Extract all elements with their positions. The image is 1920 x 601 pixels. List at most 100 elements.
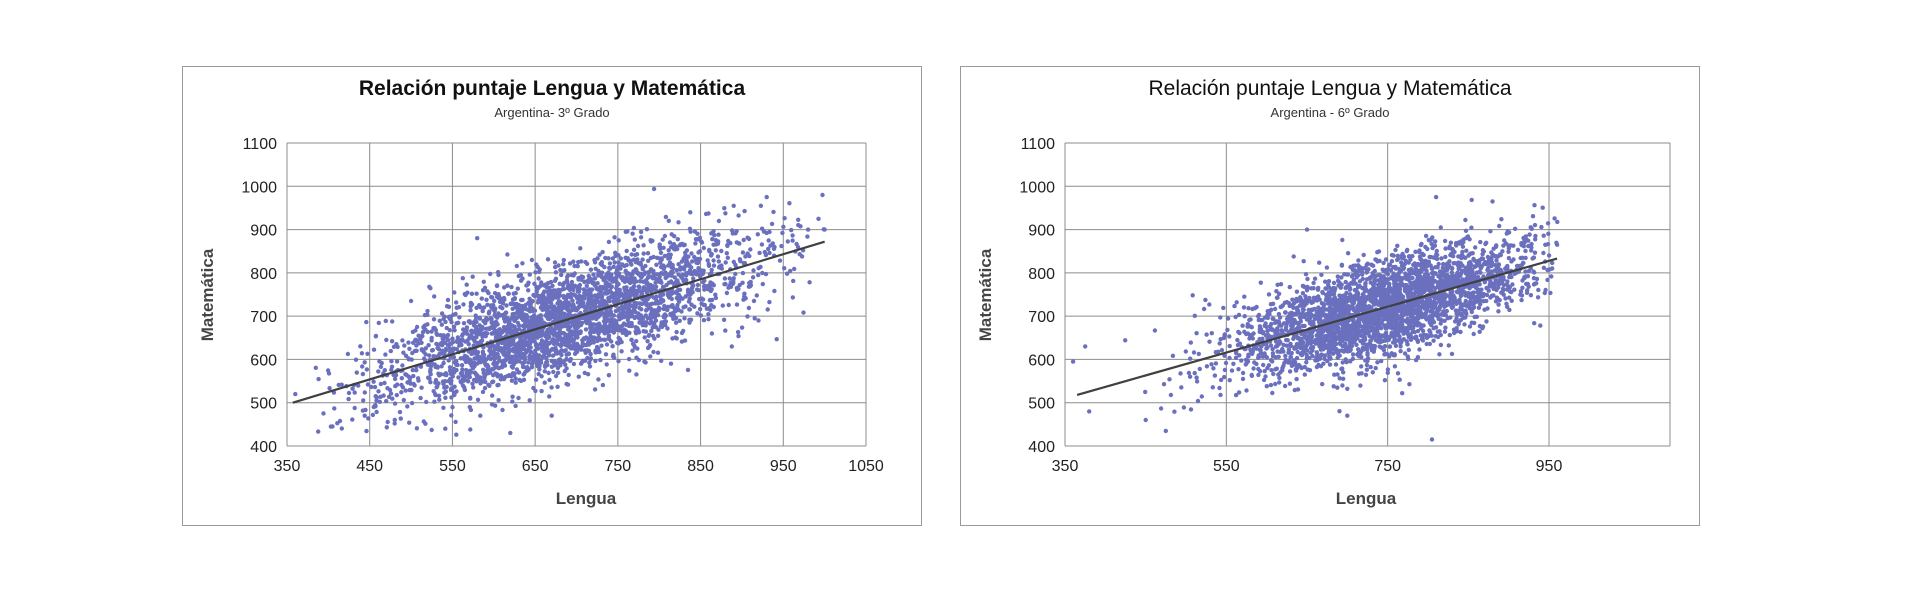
data-point (1295, 349, 1300, 355)
data-point (327, 386, 332, 391)
data-point (679, 265, 684, 270)
data-point (1501, 292, 1506, 297)
data-point (1441, 261, 1446, 267)
data-point (602, 337, 608, 342)
data-point (474, 315, 479, 321)
data-point (509, 378, 515, 383)
data-point (462, 385, 467, 390)
data-point (570, 298, 575, 303)
data-point (700, 280, 706, 285)
data-point (463, 359, 469, 365)
data-point (565, 292, 571, 298)
data-point (552, 291, 558, 297)
data-point (553, 324, 558, 329)
data-point (384, 337, 389, 343)
data-point (742, 291, 747, 296)
data-point (1459, 307, 1465, 312)
data-point (468, 308, 473, 313)
data-point (1541, 250, 1546, 256)
data-point (594, 286, 599, 291)
data-point (521, 339, 526, 345)
data-point (591, 329, 597, 335)
data-point (374, 395, 379, 400)
data-point (1269, 368, 1274, 373)
data-point (637, 301, 642, 306)
data-point (801, 310, 806, 315)
data-point (1181, 405, 1187, 410)
data-point (407, 346, 412, 351)
data-point (1509, 298, 1514, 303)
data-point (1522, 275, 1527, 281)
data-point (1161, 382, 1167, 387)
data-point (411, 381, 416, 387)
data-point (585, 372, 591, 377)
data-point (1421, 277, 1426, 282)
data-point (650, 320, 655, 325)
data-point (587, 294, 593, 299)
data-point (659, 257, 664, 262)
data-point (805, 234, 810, 239)
data-point (669, 232, 674, 237)
data-point (514, 263, 519, 269)
data-point (1201, 306, 1207, 312)
data-point (583, 327, 589, 332)
data-point (551, 341, 557, 347)
data-point (339, 426, 344, 431)
data-point (591, 298, 596, 303)
data-point (410, 367, 415, 373)
data-point (1221, 305, 1226, 311)
data-point (549, 329, 554, 334)
data-point (397, 409, 403, 415)
data-point (767, 250, 772, 256)
data-point (722, 276, 728, 281)
data-point (1407, 382, 1412, 387)
data-point (666, 252, 671, 258)
data-point (1463, 271, 1468, 276)
data-point (539, 388, 544, 394)
data-point (652, 336, 657, 341)
data-point (606, 324, 611, 329)
data-point (635, 243, 641, 249)
data-point (1548, 290, 1553, 296)
data-point (453, 419, 458, 425)
data-point (687, 226, 693, 231)
data-point (478, 413, 483, 418)
data-point (715, 254, 721, 259)
data-point (746, 305, 752, 311)
data-point (504, 325, 509, 330)
data-point (421, 325, 426, 330)
data-point (1222, 374, 1227, 380)
data-point (654, 311, 660, 317)
data-point (716, 259, 721, 264)
data-point (1417, 347, 1422, 352)
data-point (520, 311, 525, 316)
data-point (615, 273, 620, 278)
data-point (505, 330, 510, 335)
data-point (695, 282, 701, 288)
data-point (443, 340, 448, 345)
data-point (493, 306, 498, 311)
data-point (569, 272, 574, 278)
data-point (354, 370, 359, 375)
data-point (1350, 352, 1356, 357)
data-point (640, 267, 645, 272)
data-point (384, 398, 389, 404)
data-point (454, 359, 459, 364)
data-point (1215, 349, 1221, 354)
data-point (627, 368, 632, 373)
data-point (1273, 320, 1278, 325)
data-point (600, 311, 605, 316)
data-point (613, 298, 619, 303)
data-point (674, 336, 679, 341)
data-point (666, 248, 671, 253)
data-point (316, 376, 321, 382)
data-point (1256, 372, 1261, 378)
data-point (447, 368, 453, 373)
data-point (553, 373, 559, 379)
data-point (325, 368, 331, 373)
data-point (667, 240, 673, 245)
data-point (1249, 332, 1254, 338)
data-point (700, 271, 705, 277)
data-point (1388, 276, 1393, 281)
data-point (1194, 375, 1199, 380)
